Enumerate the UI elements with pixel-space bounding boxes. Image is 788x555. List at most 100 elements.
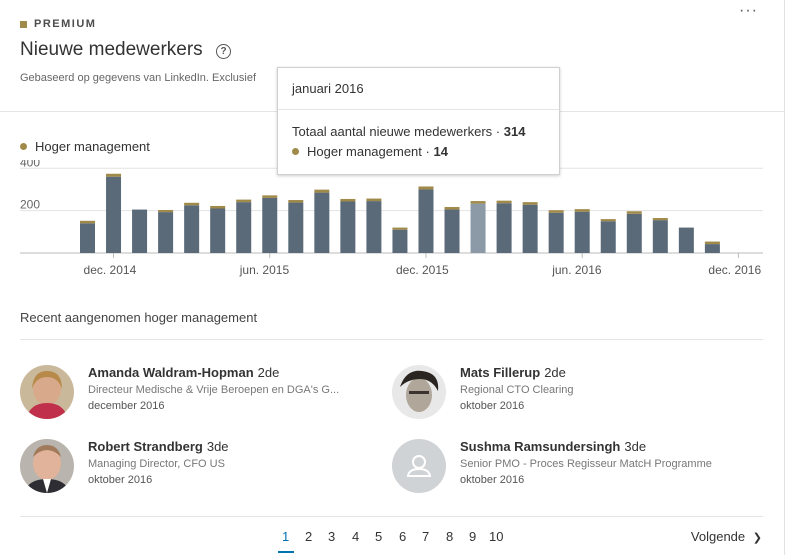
bar-overig[interactable] <box>678 227 694 253</box>
bar-hoger-management[interactable] <box>158 209 174 213</box>
person-photo-icon[interactable] <box>20 439 74 493</box>
bar-hoger-management[interactable] <box>522 202 538 205</box>
page-8[interactable]: 8 <box>446 529 454 544</box>
tooltip-total-label: Totaal aantal nieuwe medewerkers · <box>292 124 501 139</box>
help-icon[interactable]: ? <box>216 44 231 59</box>
person-role: Senior PMO - Proces Regisseur MatcH Prog… <box>460 458 712 470</box>
person-role: Directeur Medische & Vrije Beroepen en D… <box>88 384 340 396</box>
page-7[interactable]: 7 <box>422 529 430 544</box>
bar-hoger-management[interactable] <box>626 211 642 214</box>
person-name[interactable]: Sushma Ramsundersingh <box>460 439 621 454</box>
divider <box>20 516 763 517</box>
bar-hoger-management[interactable] <box>80 220 95 224</box>
bar-hoger-management[interactable] <box>470 201 486 204</box>
tooltip-series: Hoger management · 14 <box>292 144 448 159</box>
active-page-indicator <box>278 551 294 553</box>
bar-hoger-management[interactable] <box>392 227 408 230</box>
bar-hoger-management[interactable] <box>262 195 278 198</box>
bar-overig[interactable] <box>574 211 590 253</box>
y-tick-label: 400 <box>20 160 40 169</box>
bar-overig[interactable] <box>184 205 200 253</box>
person-name[interactable]: Robert Strandberg <box>88 439 203 454</box>
bar-overig[interactable] <box>444 209 460 253</box>
bar-overig[interactable] <box>210 208 226 254</box>
bar-overig[interactable] <box>132 209 148 253</box>
tooltip-total: Totaal aantal nieuwe medewerkers · 314 <box>292 124 525 139</box>
person-card[interactable]: Sushma Ramsundersingh 3de Senior PMO - Pr… <box>392 439 712 493</box>
chart-tooltip: januari 2016 Totaal aantal nieuwe medewe… <box>277 67 560 175</box>
bar-overig[interactable] <box>470 203 486 253</box>
bar-overig[interactable] <box>418 189 434 253</box>
bar-overig[interactable] <box>652 220 668 253</box>
bar-overig[interactable] <box>106 176 122 253</box>
more-options-icon[interactable]: ··· <box>739 2 758 19</box>
person-card[interactable]: Mats Fillerup 2de Regional CTO Clearing o… <box>392 365 574 419</box>
bar-hoger-management[interactable] <box>444 207 460 210</box>
bar-hoger-management[interactable] <box>548 210 564 213</box>
person-photo-icon[interactable] <box>392 365 446 419</box>
bar-overig[interactable] <box>548 212 564 253</box>
bar-hoger-management[interactable] <box>210 205 226 209</box>
person-placeholder-icon[interactable] <box>392 439 446 493</box>
x-tick-label: dec. 2015 <box>396 263 449 277</box>
tooltip-divider <box>278 109 559 110</box>
page-1[interactable]: 1 <box>282 529 290 544</box>
bar-hoger-management[interactable] <box>574 209 590 212</box>
hire-date: december 2016 <box>88 400 165 412</box>
premium-badge: PREMIUM <box>20 18 96 30</box>
page-6[interactable]: 6 <box>399 529 407 544</box>
person-card[interactable]: Amanda Waldram-Hopman 2de Directeur Medis… <box>20 365 339 419</box>
bar-overig[interactable] <box>314 192 330 253</box>
bar-overig[interactable] <box>626 213 642 253</box>
page-10[interactable]: 10 <box>489 529 504 544</box>
card-subtitle: Gebaseerd op gegevens van LinkedIn. Excl… <box>20 72 257 84</box>
bar-overig[interactable] <box>522 204 538 253</box>
bar-overig[interactable] <box>392 229 408 253</box>
page-2[interactable]: 2 <box>305 529 313 544</box>
bar-overig[interactable] <box>366 201 382 253</box>
bar-hoger-management[interactable] <box>340 198 356 202</box>
card-title: Nieuwe medewerkers <box>20 39 203 60</box>
bar-hoger-management[interactable] <box>496 200 512 204</box>
person-name[interactable]: Mats Fillerup <box>460 365 541 380</box>
recent-hires-title: Recent aangenomen hoger management <box>20 310 258 325</box>
page-5[interactable]: 5 <box>375 529 383 544</box>
bar-overig[interactable] <box>704 244 720 253</box>
bar-overig[interactable] <box>496 203 512 253</box>
premium-label: PREMIUM <box>34 18 97 30</box>
premium-square-icon <box>20 20 27 28</box>
bar-overig[interactable] <box>340 201 356 253</box>
bar-hoger-management[interactable] <box>288 200 304 203</box>
page-4[interactable]: 4 <box>352 529 360 544</box>
person-photo-icon[interactable] <box>20 365 74 419</box>
bar-hoger-management[interactable] <box>600 219 616 222</box>
bar-overig[interactable] <box>288 202 304 253</box>
bar-overig[interactable] <box>600 221 616 253</box>
bar-overig[interactable] <box>158 212 174 253</box>
next-page-button[interactable]: Volgende ❯ <box>691 529 762 544</box>
bar-hoger-management[interactable] <box>704 241 720 245</box>
bar-hoger-management[interactable] <box>418 186 434 190</box>
hire-date: oktober 2016 <box>460 474 525 486</box>
bar-hoger-management[interactable] <box>366 198 382 202</box>
bar-overig[interactable] <box>80 223 95 253</box>
bar-overig[interactable] <box>236 202 252 253</box>
x-tick-label: jun. 2016 <box>551 263 602 277</box>
person-role: Managing Director, CFO US <box>88 458 225 470</box>
hire-date: oktober 2016 <box>460 400 525 412</box>
person-name[interactable]: Amanda Waldram-Hopman <box>88 365 254 380</box>
tooltip-month: januari 2016 <box>292 81 364 96</box>
person-card[interactable]: Robert Strandberg 3de Managing Director, … <box>20 439 229 493</box>
page-3[interactable]: 3 <box>328 529 336 544</box>
bar-hoger-management[interactable] <box>236 199 252 203</box>
bar-hoger-management[interactable] <box>314 189 330 193</box>
tooltip-series-value: 14 <box>433 144 448 159</box>
page-9[interactable]: 9 <box>469 529 477 544</box>
bar-hoger-management[interactable] <box>184 202 200 206</box>
bar-hoger-management[interactable] <box>106 173 122 177</box>
bar-hoger-management[interactable] <box>652 218 668 221</box>
connection-degree: 2de <box>544 365 566 380</box>
pagination: 1 2 3 4 5 6 7 8 9 10 Volgende ❯ <box>0 527 784 555</box>
bar-overig[interactable] <box>262 197 278 253</box>
